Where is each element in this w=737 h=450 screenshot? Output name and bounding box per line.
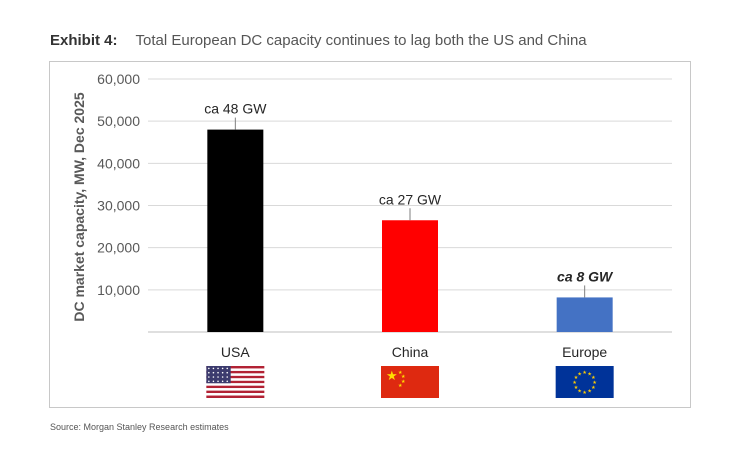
svg-text:★: ★ (574, 375, 579, 381)
china-flag-icon: ★ ★★★★ (381, 366, 439, 398)
svg-text:★: ★ (592, 380, 597, 386)
svg-text:★: ★ (591, 375, 596, 381)
svg-text:★: ★ (582, 390, 587, 396)
svg-text:★: ★ (574, 385, 579, 391)
data-label: ca 8 GW (557, 268, 614, 284)
exhibit-number: Exhibit 4: (50, 32, 118, 49)
svg-text:★: ★ (386, 369, 398, 384)
svg-text:★: ★ (398, 370, 403, 376)
x-tick-label: China (392, 344, 429, 360)
data-label: ca 27 GW (379, 191, 442, 207)
svg-text:★: ★ (577, 371, 582, 377)
bar-usa (207, 129, 264, 332)
y-tick-label: 60,000 (97, 71, 140, 87)
y-axis-title: DC market capacity, MW, Dec 2025 (71, 92, 87, 322)
svg-text:★: ★ (572, 380, 577, 386)
chart-title: Total European DC capacity continues to … (135, 32, 587, 49)
svg-text:★: ★ (401, 379, 406, 385)
source-note: Source: Morgan Stanley Research estimate… (50, 422, 229, 432)
data-label: ca 48 GW (204, 101, 267, 117)
y-tick-label: 10,000 (97, 282, 140, 298)
svg-text:★: ★ (398, 383, 403, 389)
svg-text:★: ★ (577, 389, 582, 395)
y-tick-label: 50,000 (97, 113, 140, 129)
y-tick-label: 20,000 (97, 240, 140, 256)
chart-frame (49, 61, 691, 408)
svg-text:★: ★ (591, 385, 596, 391)
eu-flag-icon: ★ ★★★★★★★★★★★ (555, 366, 614, 398)
svg-text:★: ★ (587, 371, 592, 377)
exhibit-heading: Exhibit 4: Total European DC capacity con… (50, 32, 587, 49)
bar-europe (556, 297, 613, 332)
svg-text:★: ★ (587, 389, 592, 395)
y-tick-label: 40,000 (97, 155, 140, 171)
svg-text:★: ★ (582, 370, 587, 376)
bar-china (382, 220, 438, 332)
x-tick-label: USA (221, 344, 250, 360)
us-flag-icon (206, 366, 265, 398)
svg-text:★: ★ (401, 374, 406, 380)
x-tick-label: Europe (562, 344, 607, 360)
y-tick-label: 30,000 (97, 198, 140, 214)
